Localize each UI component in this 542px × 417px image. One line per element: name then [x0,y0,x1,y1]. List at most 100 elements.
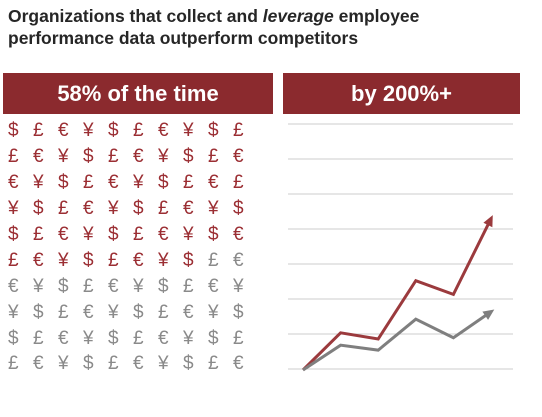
currency-symbol: € [158,327,169,349]
currency-symbol: ¥ [83,120,94,142]
currency-symbol: £ [233,120,244,142]
currency-symbol-grid: $ £ € ¥ $ £ € ¥ $ £ £ € ¥ $ £ € ¥ $ £ € € ¥ $ £ € ¥ $ £ € £ ¥ $ £ € ¥ $ £ € ¥ $… [3,118,253,377]
currency-symbol: ¥ [183,224,194,245]
title-emphasis: leverage [262,6,334,26]
currency-symbol: £ [233,327,244,349]
currency-symbol: € [233,146,244,168]
currency-row: ¥ $ £ € ¥ $ £ € ¥ $ [3,299,253,325]
title-part-1: Organizations that collect and [8,6,263,26]
currency-symbol: £ [33,327,44,349]
currency-symbol: € [58,120,69,142]
currency-symbol: £ [33,224,44,245]
currency-symbol: $ [83,249,94,271]
currency-symbol: € [233,224,244,245]
currency-symbol: £ [183,172,194,194]
currency-symbol: $ [8,327,19,349]
currency-symbol: € [208,172,219,194]
currency-symbol: $ [183,249,194,271]
chart-title: Organizations that collect and leverage … [8,5,528,49]
currency-symbol: $ [133,301,144,323]
currency-symbol: $ [133,198,144,220]
currency-symbol: £ [158,198,169,220]
currency-symbol: £ [208,249,219,271]
currency-symbol: £ [133,327,144,349]
currency-symbol: $ [108,224,119,245]
currency-symbol: $ [108,120,119,142]
currency-symbol: ¥ [208,198,219,220]
currency-symbol: ¥ [8,301,19,323]
currency-symbol: $ [8,120,19,142]
currency-symbol: $ [233,301,244,323]
currency-symbol: $ [183,353,194,375]
currency-symbol: ¥ [183,327,194,349]
currency-symbol: € [183,301,194,323]
currency-symbol: £ [58,198,69,220]
right-heading-text: by 200%+ [351,80,452,106]
currency-symbol: $ [33,301,44,323]
series-line-0 [301,218,493,372]
currency-symbol: £ [83,172,94,194]
currency-symbol: € [8,172,19,194]
currency-symbol: £ [8,353,19,375]
currency-symbol: € [108,172,119,194]
title-part-2: employee performance data outperform com… [8,6,420,48]
currency-symbol: £ [133,224,144,245]
currency-symbol: £ [208,353,219,375]
currency-symbol: ¥ [133,172,144,194]
currency-row: $ £ € ¥ $ £ € ¥ $ € [3,222,253,248]
currency-symbol: ¥ [208,301,219,323]
currency-symbol: $ [208,120,219,142]
currency-symbol: £ [8,249,19,271]
currency-symbol: £ [33,120,44,142]
currency-symbol: £ [208,146,219,168]
currency-symbol: $ [158,172,169,194]
currency-row: $ £ € ¥ $ £ € ¥ $ £ [3,118,253,144]
currency-symbol: € [58,327,69,349]
currency-symbol: ¥ [108,301,119,323]
currency-symbol: € [133,353,144,375]
currency-symbol: ¥ [133,275,144,297]
currency-symbol: $ [83,146,94,168]
currency-symbol: € [233,249,244,271]
currency-symbol: ¥ [158,353,169,375]
currency-row: $ £ € ¥ $ £ € ¥ $ £ [3,325,253,351]
currency-symbol: ¥ [58,353,69,375]
currency-symbol: ¥ [158,249,169,271]
currency-symbol: ¥ [158,146,169,168]
currency-symbol: € [208,275,219,297]
currency-symbol: € [33,353,44,375]
currency-symbol: £ [8,146,19,168]
currency-symbol: ¥ [33,172,44,194]
currency-symbol: ¥ [33,275,44,297]
currency-symbol: £ [183,275,194,297]
currency-symbol: € [108,275,119,297]
currency-row: £ € ¥ $ £ € ¥ $ £ € [3,144,253,170]
left-panel-heading: 58% of the time [3,73,273,114]
left-heading-text: 58% of the time [57,80,219,106]
currency-symbol: £ [58,301,69,323]
arrowhead-icon [482,309,495,320]
currency-symbol: $ [58,275,69,297]
currency-symbol: € [158,120,169,142]
currency-symbol: € [133,249,144,271]
currency-symbol: £ [158,301,169,323]
currency-symbol: ¥ [58,146,69,168]
currency-symbol: € [83,198,94,220]
currency-symbol: € [33,146,44,168]
currency-symbol: $ [208,224,219,245]
currency-symbol: ¥ [233,275,244,297]
currency-symbol: $ [158,275,169,297]
currency-symbol: $ [233,198,244,220]
currency-row: € ¥ $ £ € ¥ $ £ € ¥ [3,273,253,299]
currency-symbol: £ [133,120,144,142]
series-line-1 [302,310,492,372]
currency-row: £ € ¥ $ £ € ¥ $ £ € [3,247,253,273]
currency-symbol: $ [58,172,69,194]
currency-symbol: £ [108,249,119,271]
currency-row: € ¥ $ £ € ¥ $ £ € £ [3,170,253,196]
currency-symbol: $ [108,327,119,349]
currency-symbol: ¥ [58,249,69,271]
currency-symbol: £ [233,172,244,194]
currency-symbol: € [158,224,169,245]
currency-symbol: £ [83,275,94,297]
